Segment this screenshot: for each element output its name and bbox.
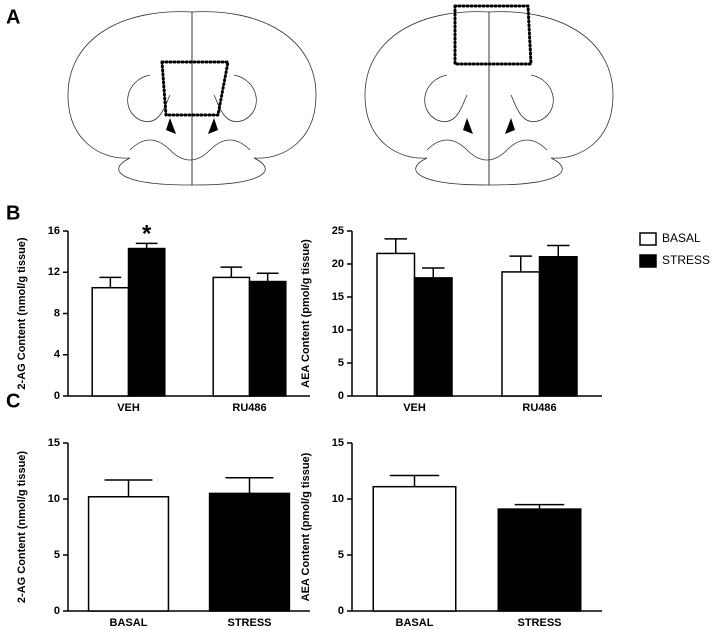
y-tick-label: 10 xyxy=(48,493,60,505)
bar xyxy=(497,508,582,612)
y-tick-label: 0 xyxy=(338,390,344,402)
bar xyxy=(372,485,457,612)
bar xyxy=(91,286,130,397)
y-tick-label: 10 xyxy=(332,324,344,336)
y-tick-label: 15 xyxy=(332,437,344,449)
brain-section-right xyxy=(364,4,614,186)
x-tick-label: RU486 xyxy=(522,402,556,414)
y-tick-label: 0 xyxy=(54,605,60,617)
y-axis-label: 2-AG Content (nmol/g tissue) xyxy=(16,451,28,604)
legend-swatch xyxy=(639,232,657,246)
brain-section-left xyxy=(67,11,317,186)
y-tick-label: 4 xyxy=(54,349,61,361)
bar xyxy=(208,492,291,612)
y-tick-label: 5 xyxy=(54,549,60,561)
bar xyxy=(413,277,453,397)
y-tick-label: 15 xyxy=(332,291,344,303)
y-tick-label: 5 xyxy=(338,357,344,369)
y-axis-label: AEA Content (pmol/g tissue) xyxy=(300,239,312,388)
x-tick-label: BASAL xyxy=(396,617,434,629)
y-tick-label: 8 xyxy=(54,307,60,319)
bar xyxy=(127,247,166,397)
legend-label: BASAL xyxy=(662,231,701,245)
x-tick-label: STRESS xyxy=(227,617,271,629)
legend-swatch xyxy=(639,254,657,268)
panel-label: A xyxy=(6,6,20,28)
y-tick-label: 25 xyxy=(332,225,344,237)
panel-label: B xyxy=(6,202,20,224)
bar xyxy=(501,271,541,397)
panel-label: C xyxy=(6,390,20,412)
y-tick-label: 12 xyxy=(48,266,60,278)
y-axis-label: AEA Content (pmol/g tissue) xyxy=(300,452,312,601)
x-tick-label: BASAL xyxy=(110,617,148,629)
y-tick-label: 0 xyxy=(338,605,344,617)
x-tick-label: VEH xyxy=(117,402,140,414)
y-tick-label: 20 xyxy=(332,258,344,270)
bar xyxy=(87,496,170,612)
bar xyxy=(212,276,251,397)
x-tick-label: RU486 xyxy=(232,402,266,414)
x-tick-label: STRESS xyxy=(517,617,561,629)
y-tick-label: 5 xyxy=(338,549,344,561)
legend-label: STRESS xyxy=(662,253,710,267)
y-tick-label: 16 xyxy=(48,225,60,237)
bar xyxy=(248,280,287,397)
annotation: * xyxy=(142,221,152,248)
bar xyxy=(538,255,578,397)
x-tick-label: VEH xyxy=(403,402,426,414)
bar xyxy=(376,252,416,397)
y-tick-label: 0 xyxy=(54,390,60,402)
y-axis-label: 2-AG Content (nmol/g tissue) xyxy=(16,237,28,390)
y-tick-label: 15 xyxy=(48,437,60,449)
y-tick-label: 10 xyxy=(332,493,344,505)
